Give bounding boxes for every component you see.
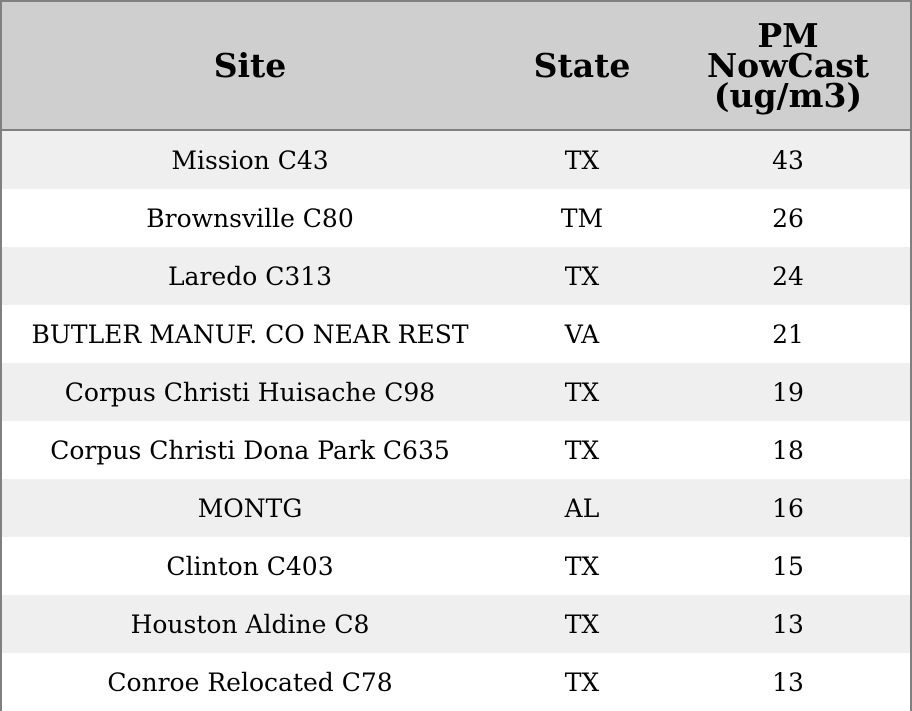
table-row: Brownsville C80 TM 26 xyxy=(2,189,910,247)
table-row: BUTLER MANUF. CO NEAR REST VA 21 xyxy=(2,305,910,363)
site-cell: Mission C43 xyxy=(171,145,329,175)
header-state: State xyxy=(533,45,631,85)
state-cell: TX xyxy=(564,551,600,581)
table-row: Corpus Christi Huisache C98 TX 19 xyxy=(2,363,910,421)
table-row: Conroe Relocated C78 TX 13 xyxy=(2,653,910,711)
site-cell: BUTLER MANUF. CO NEAR REST xyxy=(31,319,469,349)
table-row: MONTG AL 16 xyxy=(2,479,910,537)
state-cell: TX xyxy=(564,435,600,465)
state-cell: TX xyxy=(564,145,600,175)
state-cell: TX xyxy=(564,667,600,697)
pm-value-cell: 24 xyxy=(772,261,804,291)
pm-value-cell: 13 xyxy=(772,667,804,697)
site-cell: Clinton C403 xyxy=(166,551,334,581)
site-cell: MONTG xyxy=(197,493,303,523)
table-row: Corpus Christi Dona Park C635 TX 18 xyxy=(2,421,910,479)
state-cell: AL xyxy=(564,493,600,523)
pm-value-cell: 18 xyxy=(772,435,804,465)
pm-value-cell: 43 xyxy=(772,145,804,175)
pm-value-cell: 13 xyxy=(772,609,804,639)
header-site: Site xyxy=(213,45,287,85)
site-cell: Houston Aldine C8 xyxy=(130,609,370,639)
state-cell: TX xyxy=(564,377,600,407)
pm-value-cell: 21 xyxy=(772,319,804,349)
state-cell: TX xyxy=(564,609,600,639)
header-pm-nowcast: PM NowCast (ug/m3) xyxy=(666,2,910,129)
pm-value-cell: 16 xyxy=(772,493,804,523)
pm-value-cell: 26 xyxy=(772,203,804,233)
table-row: Laredo C313 TX 24 xyxy=(2,247,910,305)
site-cell: Corpus Christi Dona Park C635 xyxy=(50,435,450,465)
pm-value-cell: 19 xyxy=(772,377,804,407)
table-row: Houston Aldine C8 TX 13 xyxy=(2,595,910,653)
state-cell: TM xyxy=(560,203,604,233)
table-row: Mission C43 TX 43 xyxy=(2,131,910,189)
header-pm-line-1: PM xyxy=(757,15,819,55)
pm-value-cell: 15 xyxy=(772,551,804,581)
table-row: Clinton C403 TX 15 xyxy=(2,537,910,595)
site-cell: Conroe Relocated C78 xyxy=(107,667,393,697)
site-cell: Corpus Christi Huisache C98 xyxy=(64,377,436,407)
state-cell: VA xyxy=(564,319,600,349)
state-cell: TX xyxy=(564,261,600,291)
header-pm-line-3: (ug/m3) xyxy=(713,75,863,115)
site-cell: Laredo C313 xyxy=(167,261,333,291)
site-cell: Brownsville C80 xyxy=(146,203,354,233)
header-pm-line-2: NowCast xyxy=(706,45,870,85)
table-header: Site State PM NowCast (ug/m3) xyxy=(2,2,910,131)
